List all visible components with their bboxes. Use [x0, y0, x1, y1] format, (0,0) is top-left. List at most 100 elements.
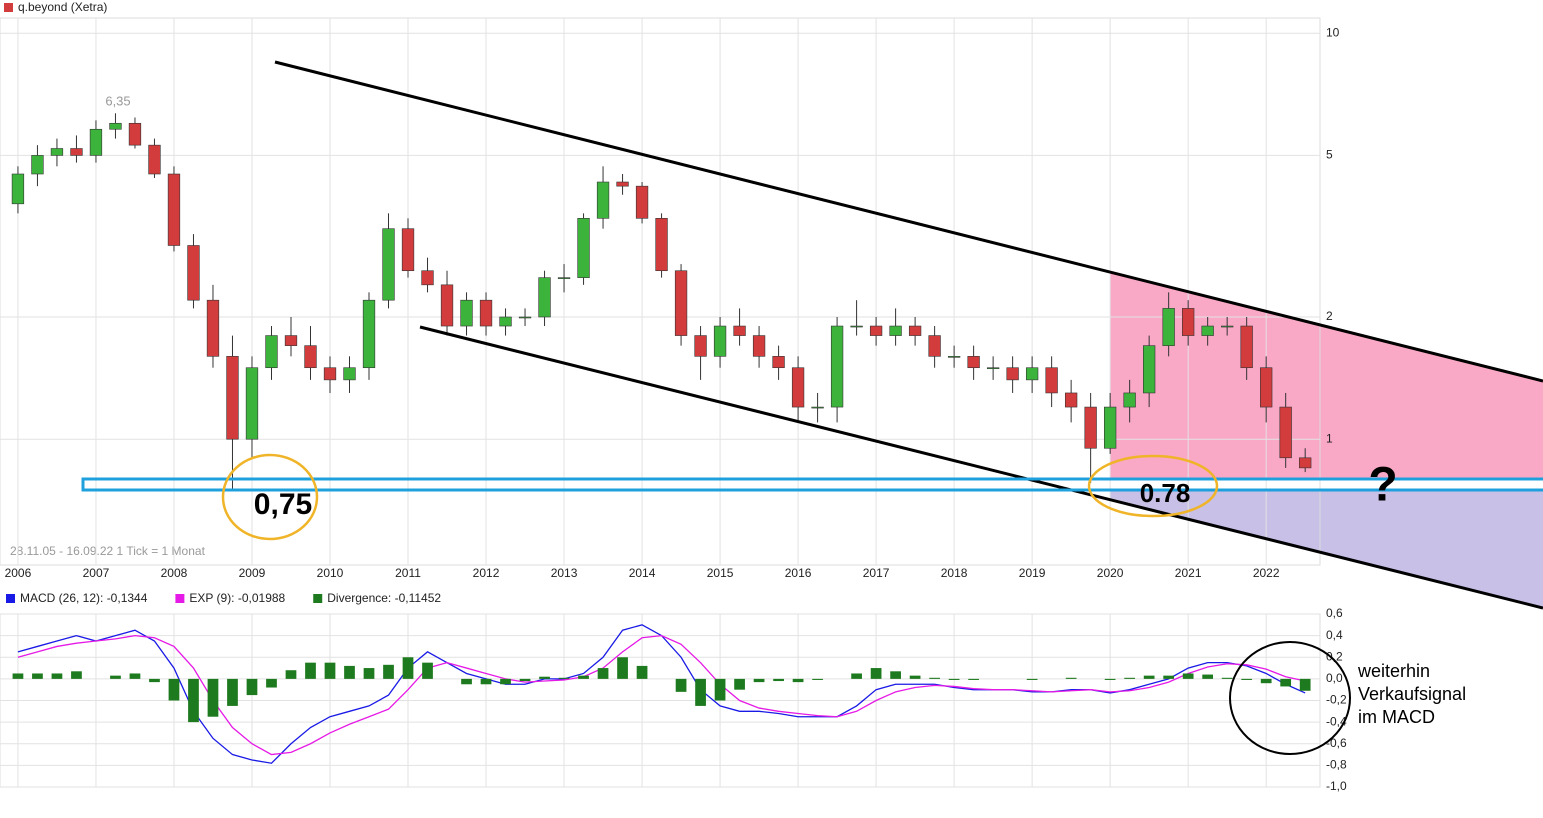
- circle: [1087, 454, 1219, 518]
- histogram-bar: [383, 664, 394, 679]
- candle-body: [1201, 325, 1214, 336]
- support-band: [81, 477, 1543, 492]
- candle-body: [772, 356, 785, 369]
- histogram-bar: [1202, 674, 1214, 679]
- y-tick-label: -0,8: [1326, 758, 1347, 772]
- x-tick-label: 2014: [629, 566, 656, 580]
- candle-body: [343, 367, 356, 381]
- candle-body: [284, 335, 298, 346]
- y-tick-label: -0,2: [1326, 693, 1347, 707]
- x-tick-label: 2009: [239, 566, 266, 580]
- histogram-bar: [578, 675, 589, 679]
- histogram-bar: [461, 678, 472, 685]
- overlay: 6,35 0,75 0.78 ? weiterhin Verkaufsignal im MA…: [81, 60, 1543, 755]
- y-tick-label: 1: [1326, 431, 1333, 445]
- candle-body: [616, 181, 629, 187]
- x-tick-label: 2022: [1253, 566, 1280, 580]
- candle-body: [70, 148, 83, 156]
- candle-body: [928, 335, 941, 357]
- histogram-bar: [188, 678, 199, 723]
- y-tick-label: 5: [1326, 148, 1333, 162]
- candle-body: [811, 406, 824, 409]
- candle-body: [187, 245, 200, 301]
- candle-body: [1279, 406, 1292, 459]
- candle-body: [986, 367, 1000, 370]
- candle-body: [947, 356, 961, 358]
- histogram-bar: [1065, 677, 1077, 679]
- resistance-zone: [1110, 272, 1543, 480]
- candle-body: [245, 367, 259, 440]
- candle-body: [148, 144, 161, 175]
- grid: 2006 2007 2008 2009 2010 2011 2012 2013 2014 2015…: [0, 17, 1347, 793]
- x-tick-label: 2013: [551, 566, 578, 580]
- x-tick-label: 2020: [1097, 566, 1124, 580]
- histogram-bar: [1241, 678, 1253, 680]
- candle-body: [50, 148, 64, 156]
- histogram-bar: [812, 678, 823, 680]
- candle-body: [752, 335, 766, 357]
- candle-body: [674, 270, 688, 336]
- histogram-bar: [500, 678, 511, 685]
- trend-line: [274, 60, 1543, 383]
- y-tick-label: 10: [1326, 25, 1340, 39]
- candle-body: [206, 299, 220, 357]
- histogram-bar: [1182, 673, 1194, 679]
- x-tick-label: 2008: [161, 566, 188, 580]
- histogram-bar: [675, 678, 687, 692]
- circle: [1229, 641, 1351, 755]
- histogram-bar: [1143, 675, 1155, 679]
- candle-body: [89, 128, 103, 156]
- title-icon: [4, 3, 13, 12]
- legend-swatch: [6, 594, 15, 603]
- candle-body: [1025, 367, 1039, 381]
- histogram-bar: [792, 678, 804, 683]
- candle-body: [1084, 406, 1097, 449]
- candle-body: [538, 277, 551, 318]
- histogram-bar: [344, 665, 355, 679]
- histogram-bar: [968, 678, 979, 680]
- legend-swatch: [175, 594, 185, 603]
- histogram-bar: [1221, 677, 1233, 679]
- legend-label: EXP (9): -0,01988: [189, 591, 285, 605]
- histogram-bar: [617, 657, 628, 679]
- histogram-bar: [1124, 677, 1136, 679]
- annotation: weiterhin: [1357, 661, 1430, 681]
- candle-body: [1123, 392, 1136, 408]
- x-tick-label: 2015: [707, 566, 734, 580]
- candle-body: [655, 218, 668, 272]
- histogram-bar: [597, 668, 609, 679]
- candle-body: [733, 325, 746, 336]
- histogram-bar: [402, 657, 414, 679]
- date-range: 28.11.05 - 16.09.22 1 Tick = 1 Monat: [10, 544, 206, 558]
- histogram-bar: [695, 678, 706, 706]
- histogram-bar: [422, 662, 433, 679]
- marks: MACD (26, 12): -0,1344 EXP (9): -0,01988 D…: [6, 113, 1312, 764]
- trend-line: [419, 325, 1543, 610]
- candle-body: [1299, 457, 1312, 469]
- candle-body: [304, 345, 317, 369]
- legend-label: MACD (26, 12): -0,1344: [20, 591, 148, 605]
- x-tick-label: 2011: [395, 566, 421, 580]
- x-tick-label: 2017: [863, 566, 890, 580]
- histogram-bar: [636, 665, 648, 679]
- histogram-bar: [363, 668, 375, 679]
- candle-body: [440, 284, 454, 327]
- x-tick-label: 2007: [83, 566, 110, 580]
- histogram-bar: [539, 676, 550, 679]
- histogram-bar: [227, 678, 238, 706]
- candle-body: [869, 325, 883, 336]
- candle-body: [1045, 367, 1058, 394]
- candle-body: [1064, 392, 1078, 408]
- y-tick-label: 0,0: [1326, 671, 1343, 685]
- candle-body: [167, 173, 181, 246]
- macd-line: [17, 634, 1306, 756]
- candle-body: [908, 325, 922, 336]
- chart-title: q.beyond (Xetra): [18, 0, 107, 14]
- histogram-bar: [1299, 678, 1311, 691]
- histogram-bar: [558, 677, 570, 679]
- y-tick-label: -0,6: [1326, 736, 1347, 750]
- annotation: ?: [1368, 459, 1397, 512]
- histogram-bar: [1026, 678, 1038, 680]
- histogram-bar: [12, 673, 24, 679]
- histogram-bar: [168, 678, 180, 701]
